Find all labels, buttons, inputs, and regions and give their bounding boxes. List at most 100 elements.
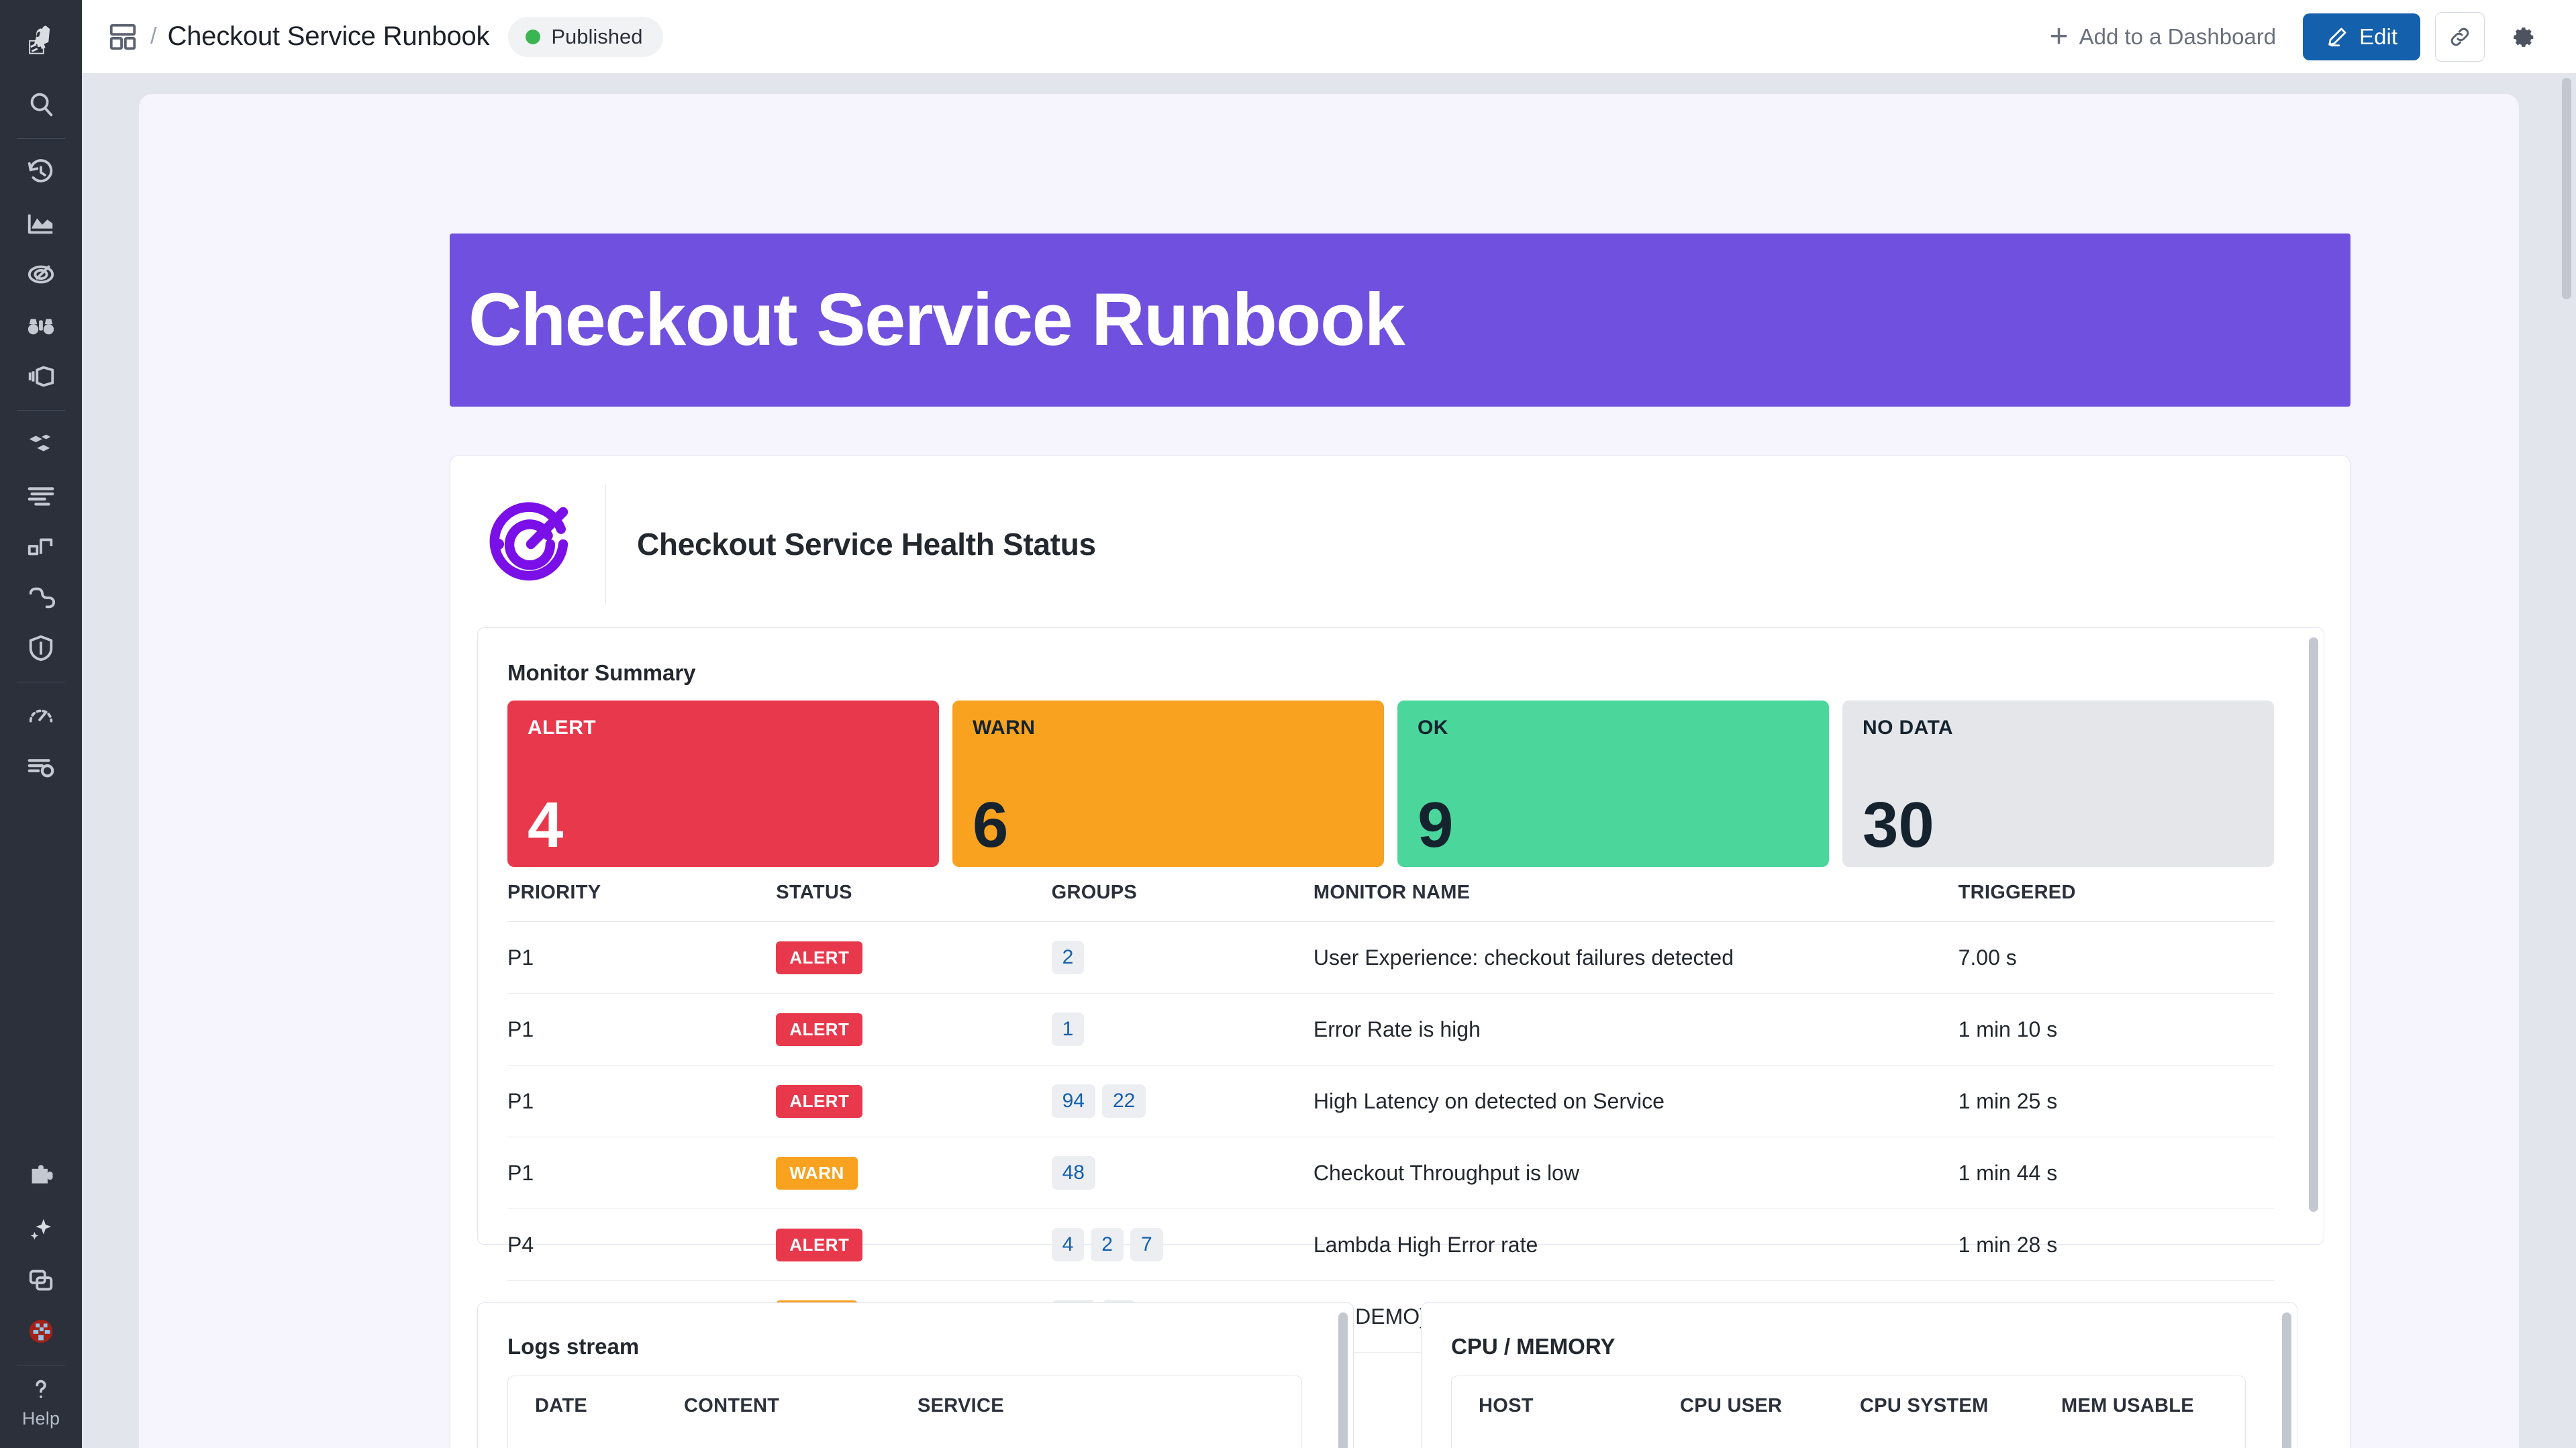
sidebar-item-watchdog[interactable]: [0, 147, 82, 198]
service-map-icon: [28, 538, 53, 556]
breadcrumb-separator: /: [150, 23, 157, 49]
table-header-row: PRIORITY STATUS GROUPS MONITOR NAME TRIG…: [507, 882, 2274, 922]
column-header-cpu-system[interactable]: CPU SYSTEM: [1860, 1395, 1989, 1416]
column-header-priority[interactable]: PRIORITY: [507, 882, 777, 922]
sidebar-item-service-management[interactable]: [0, 521, 82, 572]
puzzle-icon: [32, 1165, 53, 1184]
cell-triggered: 7.00 s: [1958, 921, 2274, 994]
column-header-cpu-user[interactable]: CPU USER: [1680, 1395, 1783, 1416]
plus-icon: +: [2049, 18, 2069, 54]
column-header-monitor-name[interactable]: MONITOR NAME: [1313, 882, 1959, 922]
column-header-status[interactable]: STATUS: [776, 882, 1052, 922]
sidebar-item-performance[interactable]: [0, 690, 82, 741]
cell-monitor-name[interactable]: Lambda High Error rate: [1313, 1208, 1959, 1281]
sparkle-icon: [30, 1219, 52, 1240]
cell-monitor-name[interactable]: User Experience: checkout failures detec…: [1313, 921, 1959, 994]
search-icon: [30, 93, 53, 117]
infrastructure-icon: [29, 434, 51, 452]
table-row[interactable]: P1 WARN 48 Checkout Throughput is low 1 min …: [507, 1137, 2274, 1209]
notebook-banner: Checkout Service Runbook: [450, 234, 2350, 407]
scrollbar-thumb[interactable]: [2282, 1312, 2291, 1448]
column-header-host[interactable]: HOST: [1479, 1395, 1534, 1416]
cpu-table-header-row: HOST CPU USER CPU SYSTEM MEM USABLE: [1452, 1376, 2245, 1417]
table-row[interactable]: P1 ALERT 94 22 High Latency on detected on S…: [507, 1065, 2274, 1137]
watchdog-history-icon: [28, 159, 53, 183]
page-scrollbar[interactable]: [2561, 78, 2573, 1445]
cell-groups: 2: [1051, 921, 1314, 994]
scrollbar-thumb[interactable]: [2562, 78, 2571, 299]
table-row[interactable]: P1 ALERT 2 User Experience: checkout failur…: [507, 921, 2274, 994]
page-title[interactable]: Checkout Service Runbook: [167, 21, 490, 51]
scrollbar-thumb[interactable]: [1338, 1312, 1348, 1448]
notebook-icon[interactable]: [107, 21, 138, 52]
sidebar-item-integrations[interactable]: [0, 1153, 82, 1204]
column-header-date[interactable]: DATE: [535, 1395, 587, 1416]
user-avatar[interactable]: [0, 1306, 82, 1357]
settings-button[interactable]: [2502, 15, 2546, 59]
sidebar-item-search[interactable]: [0, 79, 82, 130]
status-card-ok[interactable]: OK 9: [1397, 701, 1829, 867]
sidebar-item-observability-pipelines[interactable]: [0, 741, 82, 792]
group-chip[interactable]: 48: [1051, 1156, 1095, 1190]
status-card-label: OK: [1418, 717, 1448, 739]
cell-priority: P1: [507, 921, 777, 994]
cell-priority: P1: [507, 993, 777, 1066]
edit-button[interactable]: Edit: [2303, 13, 2420, 60]
sidebar-item-security[interactable]: [0, 623, 82, 674]
scrollbar-thumb[interactable]: [2309, 637, 2318, 1212]
sidebar-item-ai-assistant[interactable]: [0, 1204, 82, 1255]
cell-status: ALERT: [776, 993, 1052, 1066]
status-card-warn[interactable]: WARN 6: [952, 701, 1384, 867]
group-chip[interactable]: 2: [1091, 1228, 1124, 1261]
status-badge[interactable]: Published: [508, 16, 663, 57]
status-card-value: 30: [1863, 789, 1934, 861]
cpu-panel-scrollbar[interactable]: [2281, 1310, 2293, 1448]
status-card-value: 9: [1418, 789, 1454, 861]
sidebar-item-logs[interactable]: [0, 351, 82, 402]
left-sidebar: Help: [0, 0, 82, 1448]
sidebar-item-dashboards[interactable]: [0, 198, 82, 249]
sidebar-item-digital-experience[interactable]: [0, 300, 82, 351]
status-pill: ALERT: [776, 1013, 863, 1046]
gear-icon: [2514, 27, 2534, 47]
datadog-logo[interactable]: [0, 0, 82, 79]
column-header-mem-usable[interactable]: MEM USABLE: [2061, 1395, 2194, 1416]
cell-status: ALERT: [776, 1208, 1052, 1281]
group-chip[interactable]: 22: [1101, 1084, 1146, 1118]
sidebar-item-infrastructure[interactable]: [0, 419, 82, 470]
add-to-dashboard-button[interactable]: + Add to a Dashboard: [2049, 18, 2277, 54]
status-card-value: 4: [528, 789, 564, 861]
cpu-memory-table: HOST CPU USER CPU SYSTEM MEM USABLE: [1451, 1376, 2246, 1448]
group-chip[interactable]: 94: [1051, 1084, 1095, 1118]
cell-triggered: 1 min 10 s: [1958, 993, 2274, 1066]
monitor-panel-scrollbar[interactable]: [2308, 635, 2320, 1237]
cell-monitor-name[interactable]: Checkout Throughput is low: [1313, 1137, 1959, 1209]
group-chip[interactable]: 2: [1051, 941, 1085, 974]
column-header-service[interactable]: SERVICE: [918, 1395, 1004, 1416]
notebook-scroll-area[interactable]: Checkout Service Runbook Checkout Servic…: [82, 74, 2576, 1448]
cell-monitor-name[interactable]: Error Rate is high: [1313, 993, 1959, 1066]
sidebar-item-software-delivery[interactable]: [0, 572, 82, 623]
copy-link-button[interactable]: [2435, 11, 2485, 62]
group-chip[interactable]: 1: [1051, 1013, 1085, 1046]
sidebar-item-help[interactable]: Help: [0, 1374, 82, 1448]
column-header-groups[interactable]: GROUPS: [1051, 882, 1314, 922]
logs-panel-scrollbar[interactable]: [1337, 1310, 1349, 1448]
status-card-label: ALERT: [528, 717, 596, 739]
status-card-no-data[interactable]: NO DATA 30: [1842, 701, 2274, 867]
pencil-icon: [2328, 28, 2346, 46]
avatar-icon: [29, 1319, 53, 1343]
sidebar-item-apm[interactable]: [0, 249, 82, 300]
group-chip[interactable]: 7: [1130, 1228, 1163, 1261]
table-row[interactable]: P1 ALERT 1 Error Rate is high 1 min 10 s: [507, 993, 2274, 1066]
group-chip[interactable]: 4: [1051, 1228, 1085, 1261]
cell-status: WARN: [776, 1137, 1052, 1209]
sidebar-item-log-management[interactable]: [0, 470, 82, 521]
column-header-content[interactable]: CONTENT: [684, 1395, 780, 1416]
table-row[interactable]: P4 ALERT 4 2 7 Lambda High Error rate 1 min 28…: [507, 1208, 2274, 1281]
cell-monitor-name[interactable]: High Latency on detected on Service: [1313, 1065, 1959, 1137]
logs-stream-table: DATE CONTENT SERVICE: [507, 1376, 1302, 1448]
sidebar-item-workspaces[interactable]: [0, 1255, 82, 1306]
column-header-triggered[interactable]: TRIGGERED: [1958, 882, 2274, 922]
status-card-alert[interactable]: ALERT 4: [507, 701, 939, 867]
